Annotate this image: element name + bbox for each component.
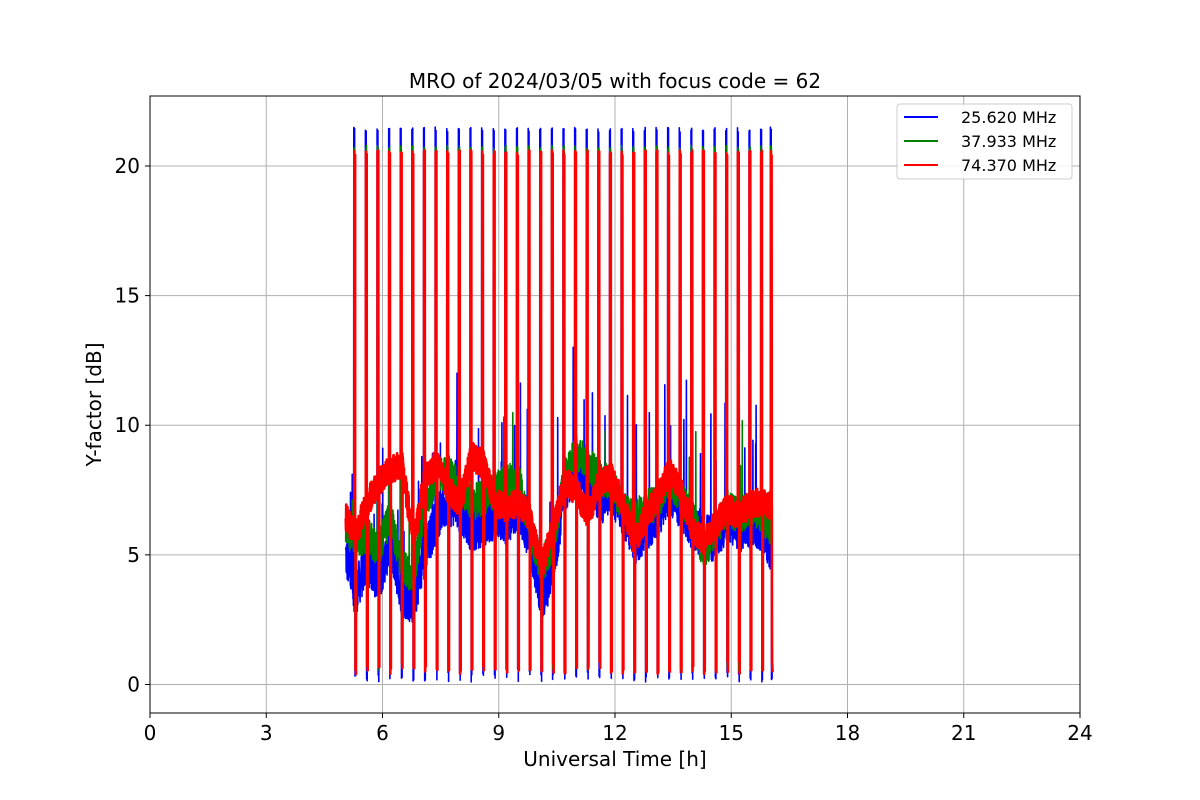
series-line-0 xyxy=(344,126,773,683)
legend-label-2: 74.370 MHz xyxy=(961,156,1056,175)
x-tick-label-4: 12 xyxy=(602,721,627,745)
y-axis: 0 5 10 15 20 xyxy=(115,154,150,696)
x-tick-label-1: 3 xyxy=(260,721,273,745)
legend-label-1: 37.933 MHz xyxy=(961,132,1056,151)
x-tick-label-3: 9 xyxy=(492,721,505,745)
chart-title: MRO of 2024/03/05 with focus code = 62 xyxy=(409,69,821,93)
series-line-2 xyxy=(344,149,774,676)
series-layer xyxy=(344,126,774,683)
legend: 25.620 MHz 37.933 MHz 74.370 MHz xyxy=(896,103,1073,180)
x-tick-label-7: 21 xyxy=(951,721,976,745)
legend-label-0: 25.620 MHz xyxy=(961,108,1056,127)
x-tick-label-2: 6 xyxy=(376,721,389,745)
y-tick-label-3: 15 xyxy=(115,284,140,308)
grid-lines xyxy=(149,96,1081,713)
y-tick-label-1: 5 xyxy=(127,543,140,567)
y-tick-label-4: 20 xyxy=(115,154,140,178)
x-tick-label-8: 24 xyxy=(1067,721,1092,745)
y-axis-label: Y-factor [dB] xyxy=(82,342,106,467)
y-tick-label-2: 10 xyxy=(115,413,140,437)
x-axis: 0 3 6 9 12 15 18 21 24 xyxy=(144,713,1093,745)
x-tick-label-6: 18 xyxy=(835,721,860,745)
y-tick-label-0: 0 xyxy=(127,672,140,696)
x-tick-label-0: 0 xyxy=(144,721,157,745)
x-axis-label: Universal Time [h] xyxy=(523,747,706,771)
x-tick-label-5: 15 xyxy=(719,721,744,745)
legend-box xyxy=(896,103,1073,180)
